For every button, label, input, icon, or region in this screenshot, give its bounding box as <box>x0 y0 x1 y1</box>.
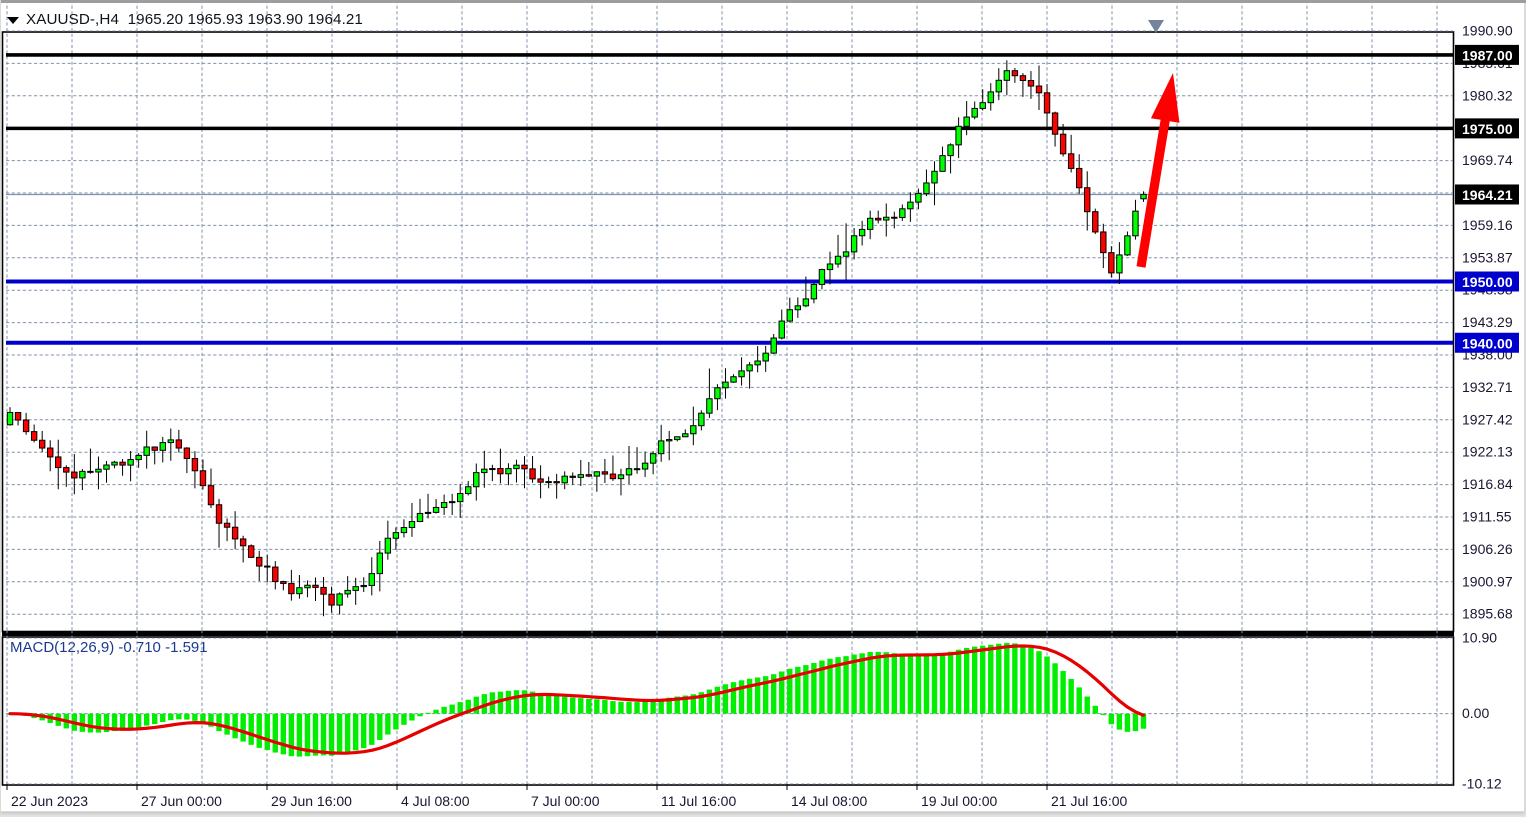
svg-text:1975.00: 1975.00 <box>1462 121 1513 137</box>
svg-text:22 Jun 2023: 22 Jun 2023 <box>11 793 88 809</box>
svg-text:MACD(12,26,9) -0.710 -1.591: MACD(12,26,9) -0.710 -1.591 <box>10 639 208 656</box>
svg-text:14 Jul 08:00: 14 Jul 08:00 <box>791 793 867 809</box>
svg-text:1932.71: 1932.71 <box>1462 379 1513 395</box>
svg-text:1916.84: 1916.84 <box>1462 476 1513 492</box>
svg-text:1950.00: 1950.00 <box>1462 274 1513 290</box>
svg-text:4 Jul 08:00: 4 Jul 08:00 <box>401 793 470 809</box>
svg-text:11 Jul 16:00: 11 Jul 16:00 <box>661 793 736 809</box>
svg-text:1964.21: 1964.21 <box>1462 187 1513 203</box>
svg-text:1943.29: 1943.29 <box>1462 314 1513 330</box>
svg-text:1959.16: 1959.16 <box>1462 217 1513 233</box>
svg-text:1900.97: 1900.97 <box>1462 573 1513 589</box>
svg-text:21 Jul 16:00: 21 Jul 16:00 <box>1051 793 1127 809</box>
svg-text:0.00: 0.00 <box>1462 705 1489 721</box>
svg-text:1895.68: 1895.68 <box>1462 606 1513 622</box>
svg-text:1980.32: 1980.32 <box>1462 87 1513 103</box>
svg-text:7 Jul 00:00: 7 Jul 00:00 <box>531 793 600 809</box>
svg-text:1987.00: 1987.00 <box>1462 47 1513 63</box>
svg-text:1940.00: 1940.00 <box>1462 335 1513 351</box>
svg-text:1969.74: 1969.74 <box>1462 152 1513 168</box>
svg-text:1906.26: 1906.26 <box>1462 541 1513 557</box>
svg-text:1922.13: 1922.13 <box>1462 444 1513 460</box>
svg-text:1953.87: 1953.87 <box>1462 249 1513 265</box>
svg-text:10.90: 10.90 <box>1462 630 1497 646</box>
svg-text:29 Jun 16:00: 29 Jun 16:00 <box>271 793 352 809</box>
svg-text:-10.12: -10.12 <box>1462 776 1502 792</box>
svg-text:27 Jun 00:00: 27 Jun 00:00 <box>141 793 222 809</box>
svg-text:1927.42: 1927.42 <box>1462 411 1513 427</box>
svg-text:19 Jul 00:00: 19 Jul 00:00 <box>921 793 997 809</box>
svg-text:1911.55: 1911.55 <box>1462 509 1512 525</box>
